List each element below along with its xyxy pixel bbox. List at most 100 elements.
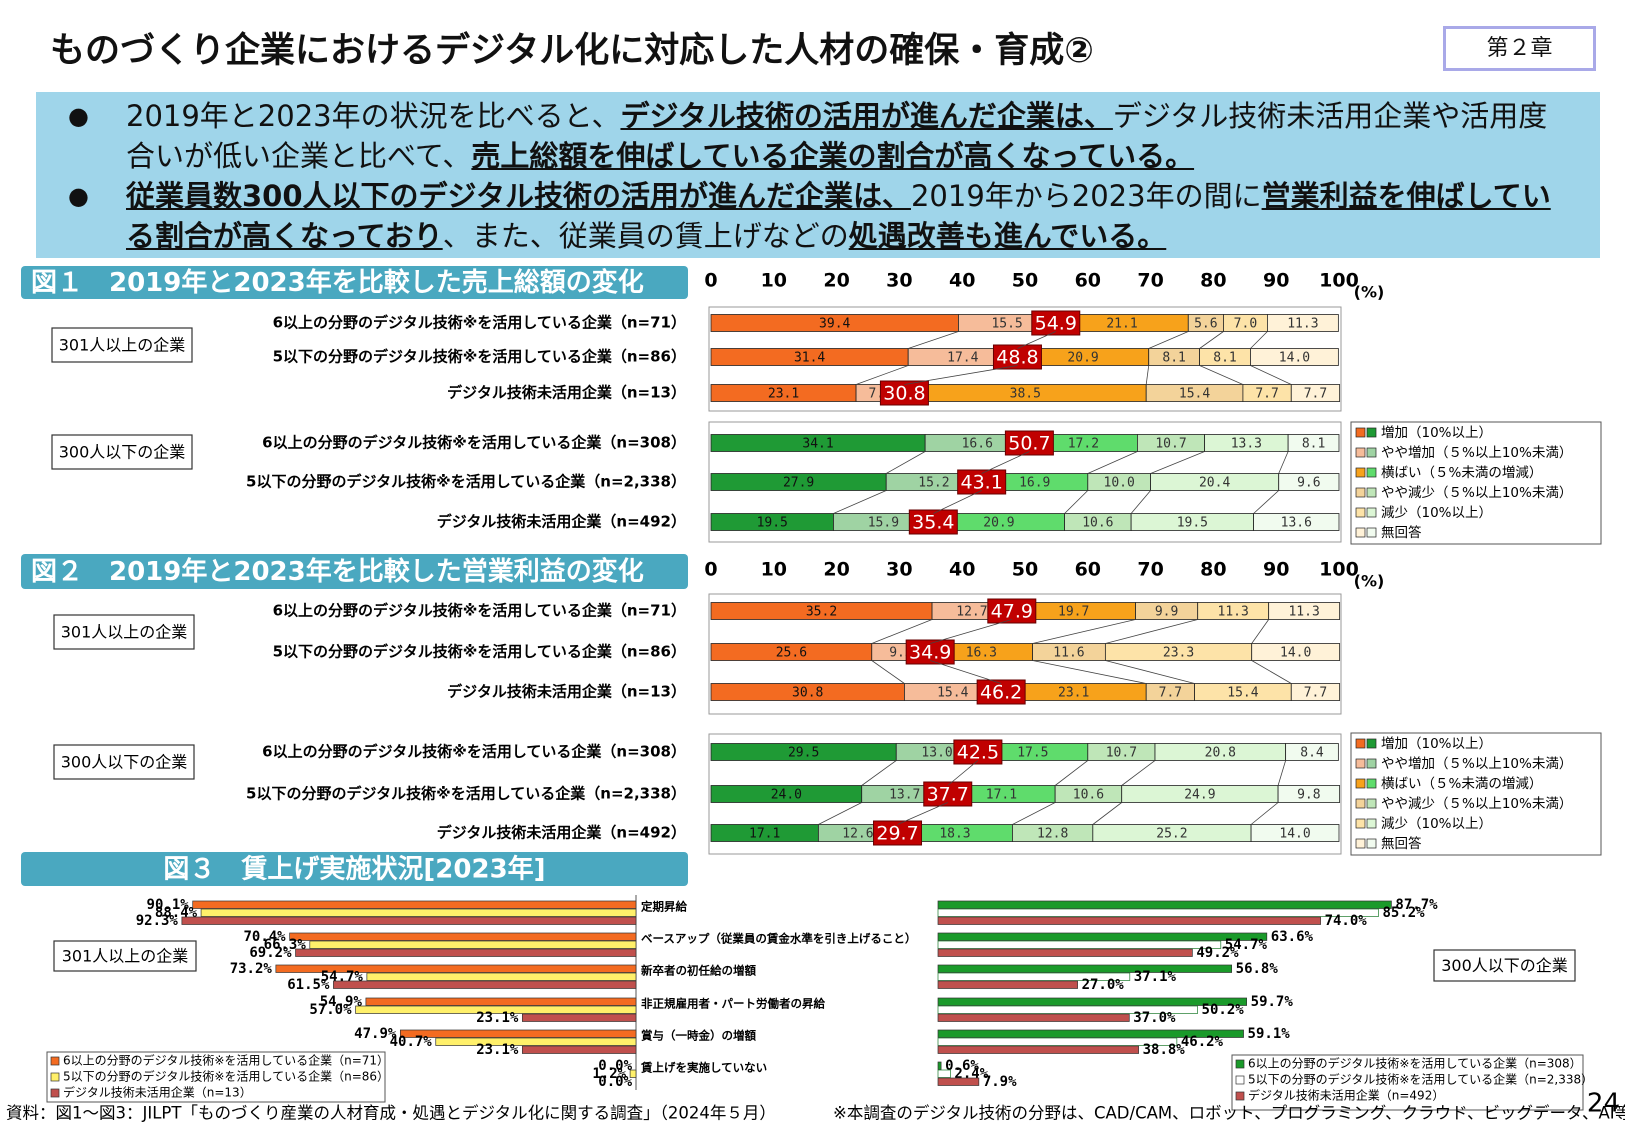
total-badge (1031, 310, 1081, 336)
x-tick-label: 40 (949, 270, 975, 292)
value-label: 49.2% (1196, 945, 1239, 961)
value-label: 10.6 (1082, 516, 1113, 531)
chapter-badge: 第２章 (1443, 26, 1596, 71)
bar (521, 1013, 637, 1022)
category-label: 6以上の分野のデジタル技術※を活用している企業（n=308） (262, 434, 686, 452)
value-label: 50.2% (1202, 1002, 1245, 1018)
legend-swatch (1235, 1059, 1245, 1069)
legend-swatch (1366, 427, 1377, 438)
value-label: 11.3 (1287, 317, 1318, 332)
connector (1087, 451, 1138, 474)
value-label: 54.7% (1225, 937, 1268, 953)
total-badge (987, 598, 1037, 624)
value-label: 85.2% (1382, 905, 1425, 921)
value-label: 59.1% (1248, 1026, 1291, 1042)
legend-swatch (1366, 447, 1377, 458)
value-label: 38.8% (1143, 1042, 1186, 1058)
connector (1253, 490, 1279, 514)
bar (937, 964, 1233, 973)
connector (1017, 331, 1056, 349)
legend-swatch (1366, 527, 1377, 538)
group-label: 301人以上の企業 (59, 336, 186, 355)
unit-label: (%) (1354, 283, 1385, 302)
value-label: 8.1 (1302, 437, 1325, 452)
x-tick-label: 80 (1200, 559, 1226, 581)
legend-swatch (1355, 527, 1366, 538)
value-label: 73.2% (230, 961, 273, 977)
connector (1250, 365, 1292, 385)
total-label: 37.7 (927, 784, 969, 806)
bar (309, 940, 637, 949)
legend-swatch (1355, 758, 1366, 769)
legend-label: デジタル技術未活用企業（n=492） (1248, 1088, 1444, 1103)
group-label: 300人以下の企業 (1441, 956, 1568, 975)
connector (1277, 760, 1287, 786)
x-tick-label: 60 (1075, 270, 1101, 292)
footer-note: ※本調査のデジタル技術の分野は、CAD/CAM、ロボット、プログラミング、クラウ… (833, 1103, 1625, 1123)
figure-title: 図２ 2019年と2023年を比較した営業利益の変化 (31, 556, 644, 587)
value-label: 15.5 (991, 317, 1022, 332)
bar (181, 916, 637, 925)
connector (1251, 619, 1269, 644)
value-label: 56.8% (1236, 961, 1279, 977)
value-label: 61.5% (287, 977, 330, 993)
x-tick-label: 10 (761, 270, 787, 292)
page-title: ものづくり企業におけるデジタル化に対応した人材の確保・育成② (50, 31, 1094, 71)
total-badge (879, 380, 929, 406)
bar (937, 1061, 942, 1070)
legend-box (46, 1051, 386, 1103)
x-tick-label: 100 (1319, 270, 1359, 292)
category-label: 賃上げを実施していない (640, 1061, 767, 1075)
connector (1145, 365, 1150, 385)
connector (930, 619, 1012, 644)
value-label: 10.0 (1104, 476, 1135, 491)
value-label: 35.2 (806, 605, 837, 620)
total-badge (957, 469, 1007, 495)
total-label: 35.4 (912, 512, 954, 534)
connector (1032, 660, 1147, 684)
legend-swatch (1366, 738, 1377, 749)
value-label: 70.4% (243, 929, 286, 945)
text: 2019年と2023年の状況を比べると、 (126, 99, 621, 133)
connector (1012, 802, 1056, 825)
category-label: デジタル技術未活用企業（n=492） (437, 513, 686, 531)
bar (937, 1013, 1130, 1022)
total-label: 50.7 (1008, 433, 1050, 455)
bar (435, 1037, 637, 1046)
x-tick-label: 40 (949, 559, 975, 581)
value-label: 15.4 (1179, 387, 1210, 402)
legend-swatch (1366, 818, 1377, 829)
total-badge (873, 820, 923, 846)
category-label: 5以下の分野のデジタル技術※を活用している企業（n=86） (273, 348, 686, 366)
connector (1150, 451, 1205, 474)
connector (1250, 802, 1279, 825)
group-label: 301人以上の企業 (61, 623, 188, 642)
value-label: 24.0 (771, 788, 802, 803)
value-label: 24.9 (1184, 788, 1215, 803)
connector (1199, 365, 1244, 385)
legend-swatch (1355, 838, 1366, 849)
value-label: 19.7 (1058, 605, 1089, 620)
legend-swatch (1366, 487, 1377, 498)
bar (275, 964, 637, 973)
connector (855, 365, 909, 385)
text: 、また、従業員の賃上げなどの (442, 219, 849, 253)
connector (833, 490, 887, 514)
connector (1148, 331, 1189, 349)
value-label: 19.5 (757, 516, 788, 531)
bar (333, 980, 637, 989)
total-label: 54.9 (1035, 313, 1077, 335)
legend-label: 横ばい（５%未満の増減） (1381, 775, 1542, 792)
value-label: 25.2 (1156, 827, 1187, 842)
total-label: 34.9 (909, 642, 951, 664)
total-badge (1004, 430, 1054, 456)
x-tick-label: 0 (704, 559, 717, 581)
value-label: 17.1 (749, 827, 780, 842)
total-label: 46.2 (980, 682, 1022, 704)
legend-label: 減少（10%以上） (1381, 815, 1492, 832)
category-label: 6以上の分野のデジタル技術※を活用している企業（n=71） (273, 314, 686, 332)
value-label: 90.1% (147, 897, 190, 913)
bar-segment (1287, 434, 1340, 452)
category-label: 5以下の分野のデジタル技術※を活用している企業（n=86） (273, 643, 686, 661)
value-label: 7.0 (1234, 317, 1257, 332)
